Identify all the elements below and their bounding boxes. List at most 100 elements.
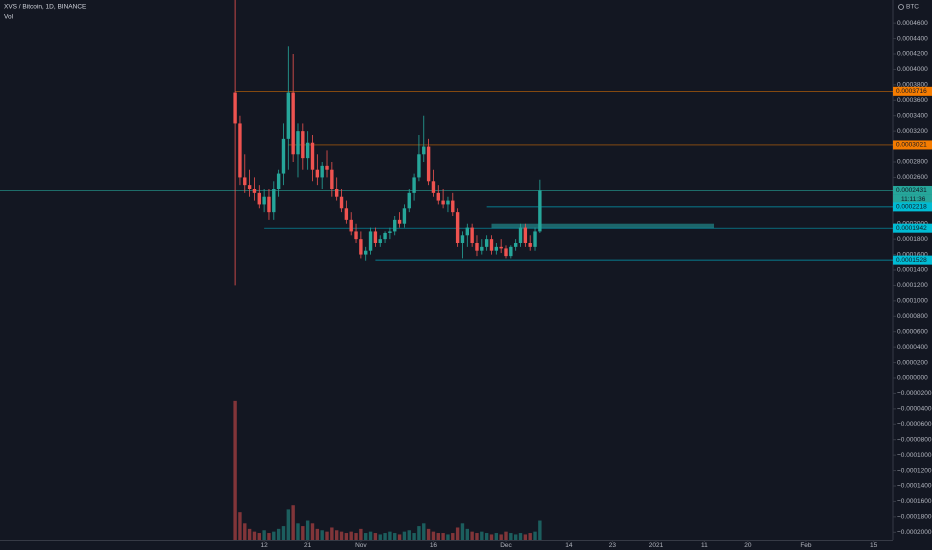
candle-body [286, 92, 291, 139]
candle-body [320, 165, 324, 178]
candle-body [262, 196, 266, 205]
y-tick-label: 0.0001200 [897, 282, 928, 289]
candle-body [397, 219, 402, 224]
x-tick-label: 14 [565, 542, 573, 549]
candle-body [451, 200, 455, 213]
candle-body [460, 235, 465, 243]
y-tick-label: −0.0001200 [897, 467, 932, 474]
candle-body [523, 227, 528, 243]
volume-bar [243, 523, 247, 540]
candle-body [538, 190, 542, 232]
x-tick-label: Dec [500, 542, 512, 549]
candle-body [494, 246, 499, 251]
volume-bar [349, 531, 353, 540]
candle-body [533, 231, 537, 247]
y-tick-label: −0.0002000 [897, 529, 932, 536]
countdown-tag [893, 194, 932, 204]
price-tag [893, 185, 932, 195]
x-tick-label: 2021 [649, 542, 664, 549]
candle-body [325, 165, 329, 170]
volume-bar [267, 533, 271, 540]
candle-body [310, 142, 315, 170]
x-tick-label: 15 [870, 542, 878, 549]
candle-body [267, 196, 271, 213]
volume-bar [412, 533, 416, 540]
volume-bar [315, 528, 320, 540]
price-tag-label: 0.0002218 [896, 204, 927, 211]
candle-body [489, 239, 494, 251]
volume-bar [301, 526, 305, 540]
candle-body [305, 142, 310, 159]
volume-bar [509, 533, 513, 540]
price-tag-label: 0.0001528 [896, 257, 927, 264]
volume-bar [354, 533, 358, 540]
volume-bar [247, 528, 252, 540]
candle-body [528, 243, 532, 247]
candle-body [383, 232, 387, 240]
candle-body [296, 131, 300, 155]
volume-bar [422, 523, 426, 540]
currency-icon [898, 4, 904, 10]
volume-bar [455, 527, 460, 540]
candle-body [281, 138, 286, 174]
volume-bar [489, 534, 494, 540]
candle-body [446, 200, 450, 205]
volume-bar [368, 531, 373, 540]
candle-body [368, 231, 373, 251]
volume-bar [388, 531, 392, 540]
volume-label: Vol [4, 14, 14, 21]
volume-bar [451, 533, 455, 540]
x-tick-label: 11 [701, 542, 708, 549]
candle-body [417, 154, 421, 178]
volume-bar [402, 531, 407, 540]
candle-body [441, 200, 445, 205]
price-tag-label: 0.0001942 [896, 225, 927, 232]
price-tag-label: 0.0003021 [896, 142, 927, 149]
x-tick-label: Nov [355, 542, 367, 549]
candle-body [412, 177, 416, 193]
volume-bar [233, 400, 237, 540]
candle-body [455, 212, 460, 243]
candle-body [344, 208, 349, 220]
y-tick-label: 0.0004200 [897, 51, 928, 58]
volume-bar [262, 530, 266, 540]
candle-body [243, 177, 247, 186]
y-tick-label: 0.0002800 [897, 159, 928, 166]
candle-body [518, 227, 523, 243]
volume-bar [513, 534, 518, 540]
volume-bar [446, 534, 450, 540]
volume-bar [441, 533, 445, 540]
volume-bar [528, 533, 532, 540]
price-tag [893, 255, 932, 265]
price-tag [893, 202, 932, 212]
volume-bar [494, 533, 499, 540]
volume-bar [252, 531, 257, 540]
candle-body [484, 239, 489, 247]
candle-body [475, 243, 479, 251]
y-tick-label: 0.0002600 [897, 174, 928, 181]
price-tag [893, 140, 932, 150]
candle-body [465, 227, 470, 236]
candle-body [349, 219, 353, 232]
candle-body [407, 192, 411, 209]
candle-body [238, 123, 242, 178]
candle-body [247, 185, 252, 189]
candle-body [276, 173, 281, 189]
candle-body [291, 92, 295, 155]
candle-body [272, 189, 276, 213]
candle-body [480, 246, 484, 251]
y-tick-label: −0.0001600 [897, 498, 932, 505]
volume-bar [383, 533, 387, 540]
y-tick-label: −0.0001000 [897, 452, 932, 459]
y-tick-label: −0.0001800 [897, 514, 932, 521]
price-tag-label: 0.0003716 [896, 88, 927, 95]
y-tick-label: 0.0001400 [897, 267, 928, 274]
candle-body [426, 146, 431, 182]
volume-bar [373, 533, 378, 540]
volume-bar [325, 531, 329, 540]
volume-bar [305, 520, 310, 540]
volume-bar [407, 530, 411, 540]
candle-body [504, 248, 508, 257]
candle-body [436, 192, 440, 201]
volume-bar [426, 528, 431, 540]
